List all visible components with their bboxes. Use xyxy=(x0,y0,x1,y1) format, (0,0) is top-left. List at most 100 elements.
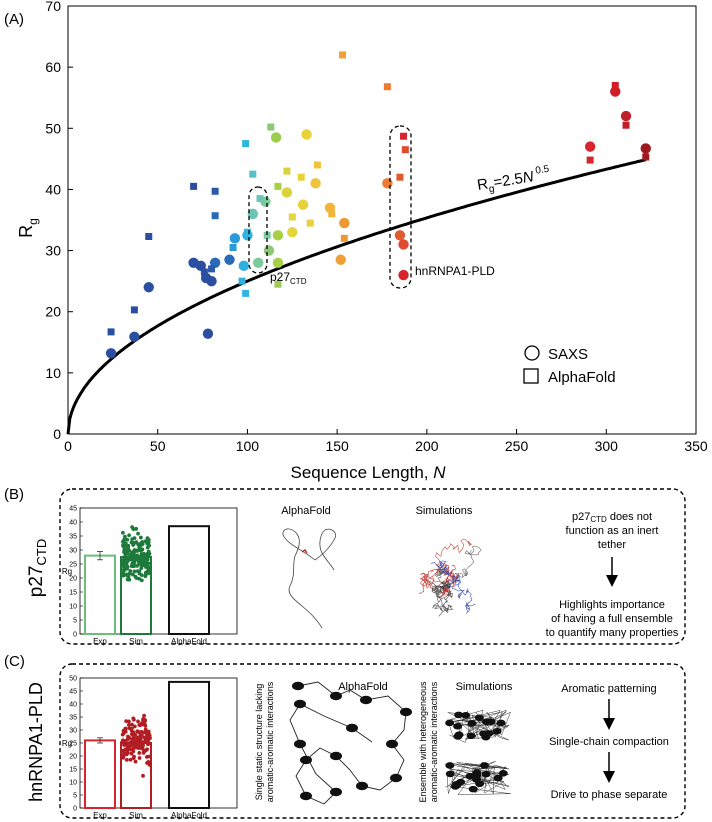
aromatic-residue-blob xyxy=(300,791,312,801)
alphafold-point xyxy=(242,140,250,148)
sim-dot xyxy=(145,541,150,546)
sim-dot xyxy=(146,754,151,759)
saxs-point xyxy=(206,275,217,287)
saxs-point xyxy=(224,254,235,265)
alphafold-point xyxy=(145,233,153,241)
sim-dot xyxy=(135,729,140,734)
alphafold-point xyxy=(208,265,216,273)
sim-dot xyxy=(131,572,135,577)
sim-dot xyxy=(122,547,127,552)
p27-bar-frame xyxy=(79,507,238,635)
aromatic-residue-blob xyxy=(356,781,368,791)
sim-aromatic-blob xyxy=(450,783,460,790)
alphafold-point xyxy=(283,167,291,175)
flow-step-single-chain-compaction: Single-chain compaction xyxy=(549,736,669,748)
legend-square-marker xyxy=(523,368,539,384)
sim-dot xyxy=(146,554,151,559)
p27-bar-chart: 0 5 10 15 20 25 30 35 40 45 Exp Sim AlphaFold Rg xyxy=(62,506,238,646)
p27-ensemble-trace xyxy=(428,579,453,600)
hnrnpa1-simulation-ensemble xyxy=(444,709,511,795)
sim-dot xyxy=(137,557,142,562)
aromatic-residue-blob xyxy=(330,691,342,701)
bar-ytick-label: 10 xyxy=(69,780,77,787)
alphafold-point xyxy=(383,83,391,91)
sim-dot xyxy=(145,747,150,752)
aromatic-residue-blob xyxy=(300,755,312,765)
hnrnpa1-simulations-label: Simulations xyxy=(456,681,513,693)
bar-ytick-label: 10 xyxy=(69,604,77,611)
sim-dot xyxy=(131,756,136,760)
panel-a: (A) 0 50 100 150 200 250 300 350 0 10 20 30 40 50 60 7… xyxy=(4,0,708,482)
p27-statement-bottom-line3: to quantify many properties xyxy=(546,627,679,639)
sim-aromatic-blob xyxy=(492,727,502,735)
saxs-point xyxy=(272,230,284,241)
sim-dot xyxy=(128,757,133,762)
saxs-point xyxy=(195,260,206,272)
saxs-point xyxy=(584,141,596,152)
sim-dot xyxy=(127,555,132,560)
sim-dot xyxy=(146,567,151,572)
alphafold-point xyxy=(267,123,275,131)
bar-ytick-label: 5 xyxy=(73,618,77,625)
sim-dot xyxy=(129,726,134,731)
sim-aromatic-blob xyxy=(445,770,455,778)
sim-dot xyxy=(126,574,131,579)
alphafold-point xyxy=(200,268,208,276)
sim-dot xyxy=(132,569,137,574)
p27-alphafold-label: AlphaFold xyxy=(281,505,331,517)
sim-aromatic-blob xyxy=(454,711,464,719)
bar-ytick-label: 25 xyxy=(69,562,77,569)
sim-dot xyxy=(120,740,125,744)
alphafold-point xyxy=(130,306,138,314)
sim-dot xyxy=(148,736,152,740)
sim-dot xyxy=(136,531,140,536)
bar-category-label: AlphaFold xyxy=(171,811,207,820)
sim-aromatic-blob xyxy=(474,714,484,722)
flow-step-drive-phase-separate: Drive to phase separate xyxy=(551,789,668,801)
y-tick-label: 50 xyxy=(45,120,61,136)
saxs-point xyxy=(252,257,264,268)
aromatic-residue-blob xyxy=(294,699,306,709)
p27-ensemble-trace xyxy=(447,574,476,614)
sim-dot xyxy=(140,746,145,751)
sim-dot xyxy=(134,557,139,562)
y-tick-label: 0 xyxy=(53,426,61,442)
saxs-point xyxy=(229,233,241,244)
sim-dot xyxy=(132,724,137,729)
aromatic-residue-blob xyxy=(360,695,372,705)
bar-ytick-label: 45 xyxy=(69,689,77,696)
sim-aromatic-blob xyxy=(493,774,503,782)
saxs-point xyxy=(129,331,140,342)
sim-dot xyxy=(143,739,148,744)
saxs-point xyxy=(238,260,250,272)
sim-dot xyxy=(139,547,144,552)
bar-ytick-label: 0 xyxy=(73,806,77,813)
x-tick-label: 200 xyxy=(415,438,439,454)
bar-ytick-label: 15 xyxy=(69,767,77,774)
sim-dot xyxy=(123,556,128,560)
y-tick-label: 20 xyxy=(45,304,61,320)
alphafold-point xyxy=(238,277,246,285)
saxs-point xyxy=(398,239,409,250)
sim-dot xyxy=(135,564,140,568)
saxs-point xyxy=(620,110,632,122)
hnrnpa1-af-backbone xyxy=(289,681,407,805)
panel-c: (C) hnRNPA1-PLD 0 5 10 15 20 25 30 35 40 45 50 Exp… xyxy=(4,653,686,820)
bar-ytick-label: 40 xyxy=(69,702,77,709)
x-axis-label: Sequence Length, N xyxy=(290,463,446,482)
p27-bar-yticks: 0 5 10 15 20 25 30 35 40 45 xyxy=(69,506,83,639)
hnrnpa1-alphafold-structure xyxy=(289,681,412,805)
aromatic-residue-blob xyxy=(294,739,306,749)
sim-dot xyxy=(146,549,151,554)
alphafold-point xyxy=(586,156,594,164)
saxs-point xyxy=(202,328,214,339)
alphafold-point xyxy=(256,195,264,203)
aromatic-residue-blob xyxy=(346,723,358,733)
alphafold-point xyxy=(340,234,348,242)
hnrnpa1-bar-frame xyxy=(79,677,238,809)
sim-dot xyxy=(142,735,147,740)
alphafold-point xyxy=(396,173,404,181)
sim-dot xyxy=(123,729,128,734)
alphafold-point xyxy=(306,219,314,227)
